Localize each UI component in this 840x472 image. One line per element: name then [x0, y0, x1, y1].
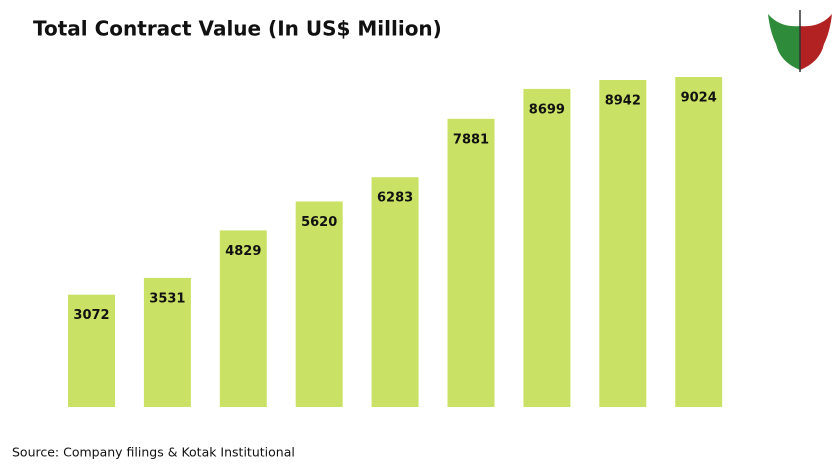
bar: [599, 79, 647, 408]
bar: [523, 88, 571, 407]
value-label: 5620: [301, 215, 337, 230]
value-label: 4829: [225, 244, 261, 259]
bar: [371, 177, 419, 407]
value-label: 3072: [73, 308, 109, 323]
logo: [768, 10, 832, 72]
bar: [219, 230, 267, 407]
value-label: 3531: [149, 291, 185, 306]
source-note: Source: Company filings & Kotak Institut…: [12, 445, 295, 460]
value-label: 8942: [605, 93, 641, 108]
bar: [295, 201, 343, 407]
bar: [675, 77, 723, 407]
value-label: 7881: [453, 132, 489, 147]
value-label: 9024: [681, 91, 717, 106]
value-label: 6283: [377, 191, 413, 206]
value-label: 8699: [529, 102, 565, 117]
bar: [68, 294, 115, 407]
chart-title: Total Contract Value (In US$ Million): [33, 17, 442, 41]
bar: [143, 277, 191, 407]
bar: [447, 118, 495, 408]
